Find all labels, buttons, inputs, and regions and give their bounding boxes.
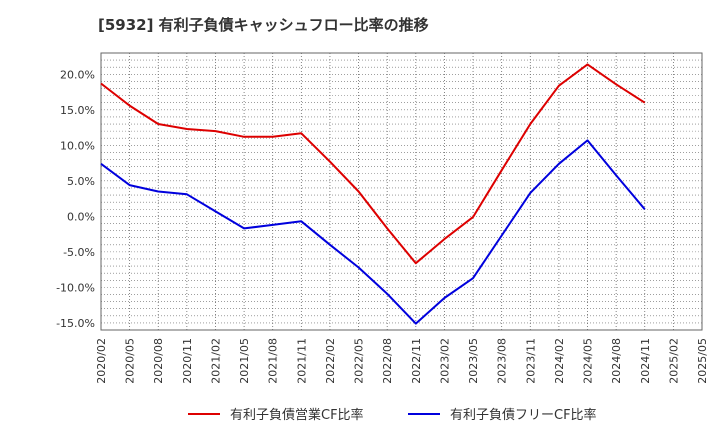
x-tick-label: 2020/02	[95, 338, 108, 384]
y-tick-label: -15.0%	[56, 317, 95, 330]
x-tick-label: 2022/11	[410, 338, 423, 384]
x-tick-label: 2024/08	[610, 338, 623, 384]
x-tick-label: 2022/05	[353, 338, 366, 384]
y-tick-label: -5.0%	[63, 246, 95, 259]
series-line-1	[100, 63, 646, 265]
x-tick-label: 2020/05	[124, 338, 137, 384]
x-tick-label: 2021/05	[238, 338, 251, 384]
x-tick-label: 2024/11	[639, 338, 652, 384]
x-tick-label: 2024/05	[582, 338, 595, 384]
plot-area	[101, 53, 702, 330]
x-tick-label: 2024/02	[553, 338, 566, 384]
y-tick-label: -10.0%	[56, 281, 95, 294]
x-tick-label: 2021/02	[209, 338, 222, 384]
y-tick-label: 20.0%	[60, 68, 95, 81]
legend-label-1: 有利子負債営業CF比率	[230, 407, 364, 423]
x-tick-label: 2025/05	[696, 338, 709, 384]
y-tick-label: 0.0%	[67, 210, 95, 223]
plot-border	[100, 52, 703, 331]
series-line-2	[100, 139, 646, 325]
y-tick-label: 15.0%	[60, 104, 95, 117]
x-tick-label: 2020/11	[181, 338, 194, 384]
chart-title: [5932] 有利子負債キャッシュフロー比率の推移	[98, 16, 429, 34]
x-tick-label: 2022/02	[324, 338, 337, 384]
x-tick-label: 2025/02	[667, 338, 680, 384]
x-tick-label: 2022/08	[381, 338, 394, 384]
x-tick-label: 2020/08	[152, 338, 165, 384]
y-tick-label: 5.0%	[67, 175, 95, 188]
x-tick-label: 2023/11	[524, 338, 537, 384]
legend-label-2: 有利子負債フリーCF比率	[450, 407, 597, 423]
x-tick-label: 2021/11	[295, 338, 308, 384]
x-tick-label: 2021/08	[267, 338, 280, 384]
x-tick-label: 2023/05	[467, 338, 480, 384]
x-tick-label: 2023/08	[496, 338, 509, 384]
x-tick-label: 2023/02	[438, 338, 451, 384]
y-tick-label: 10.0%	[60, 139, 95, 152]
